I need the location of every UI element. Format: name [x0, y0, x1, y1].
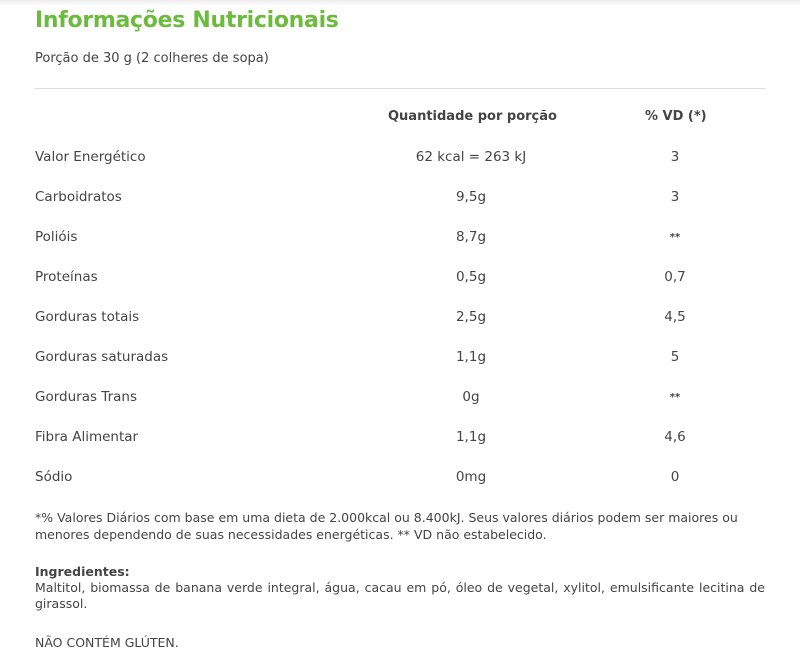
- nutrient-quantity: 0g: [462, 389, 480, 405]
- portion-size: Porção de 30 g (2 colheres de sopa): [35, 51, 269, 66]
- nutrient-vd: **: [669, 232, 681, 243]
- table-row: Valor Energético 62 kcal = 263 kJ 3: [35, 149, 765, 189]
- top-shadow: [0, 0, 800, 6]
- nutrient-vd: 3: [670, 189, 680, 205]
- nutrient-vd: **: [669, 392, 681, 403]
- nutrient-name: Carboidratos: [35, 189, 122, 205]
- page-title: Informações Nutricionais: [35, 8, 339, 33]
- nutrient-quantity: 8,7g: [455, 229, 487, 245]
- nutrient-name: Sódio: [35, 469, 73, 485]
- column-header-vd: % VD (*): [645, 109, 707, 124]
- table-row: Proteínas 0,5g 0,7: [35, 269, 765, 309]
- nutrient-quantity: 0,5g: [455, 269, 487, 285]
- nutrient-vd: 4,6: [664, 429, 686, 445]
- nutrient-quantity: 1,1g: [455, 429, 487, 445]
- table-row: Fibra Alimentar 1,1g 4,6: [35, 429, 765, 469]
- nutrient-name: Proteínas: [35, 269, 98, 285]
- divider: [35, 88, 765, 89]
- nutrient-vd: 5: [670, 349, 680, 365]
- table-row: Gorduras totais 2,5g 4,5: [35, 309, 765, 349]
- nutrient-name: Valor Energético: [35, 149, 146, 165]
- ingredients-label: Ingredientes:: [35, 564, 130, 579]
- nutrient-quantity: 62 kcal = 263 kJ: [415, 149, 527, 165]
- table-row: Gorduras Trans 0g **: [35, 389, 765, 429]
- nutrient-vd: 3: [670, 149, 680, 165]
- nutrient-name: Fibra Alimentar: [35, 429, 139, 445]
- table-row: Gorduras saturadas 1,1g 5: [35, 349, 765, 389]
- nutrient-vd: 4,5: [664, 309, 686, 325]
- nutrient-name: Polióis: [35, 229, 78, 245]
- nutrient-name: Gorduras saturadas: [35, 349, 169, 365]
- column-header-quantity: Quantidade por porção: [388, 109, 557, 124]
- ingredients-text: Maltitol, biomassa de banana verde integ…: [35, 580, 765, 611]
- table-row: Carboidratos 9,5g 3: [35, 189, 765, 229]
- nutrient-quantity: 2,5g: [455, 309, 487, 325]
- nutrient-name: Gorduras totais: [35, 309, 140, 325]
- table-row: Sódio 0mg 0: [35, 469, 765, 509]
- nutrient-vd: 0: [670, 469, 680, 485]
- nutrient-quantity: 1,1g: [455, 349, 487, 365]
- nutrient-name: Gorduras Trans: [35, 389, 137, 405]
- vd-footnote: *% Valores Diários com base em uma dieta…: [35, 510, 738, 542]
- nutrient-quantity: 0mg: [455, 469, 487, 485]
- table-row: Polióis 8,7g **: [35, 229, 765, 269]
- gluten-notice: NÃO CONTÉM GLÚTEN.: [35, 635, 179, 650]
- nutrient-vd: 0,7: [664, 269, 686, 285]
- nutrient-quantity: 9,5g: [455, 189, 487, 205]
